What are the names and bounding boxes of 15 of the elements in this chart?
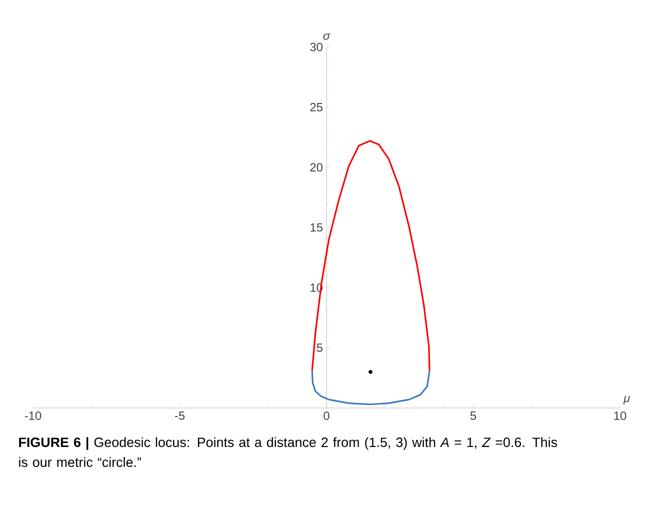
y-tick-label: 25 [310,102,322,112]
y-tick-label: 15 [310,223,322,232]
x-tick-label: -10 [24,412,42,420]
x-tick-label: 5 [470,412,476,420]
x-axis-title: μ [623,396,630,404]
line-series [311,370,430,406]
y-tick-label: 30 [310,42,323,52]
x-tick-label: -5 [174,412,185,420]
line-series [311,140,430,372]
y-tick-label: 20 [310,163,323,172]
y-tick-label: 5 [316,344,322,352]
x-tick-label: 10 [614,412,626,420]
y-axis-title: σ [323,33,330,40]
text: FIGURE 6 | Geodesic locus: Points at a distance 2 from (1.5, 3) with A = 1, Z =0.6. This is our metric “circle.” [19,437,558,467]
x-tick-label: 0 [324,412,330,420]
